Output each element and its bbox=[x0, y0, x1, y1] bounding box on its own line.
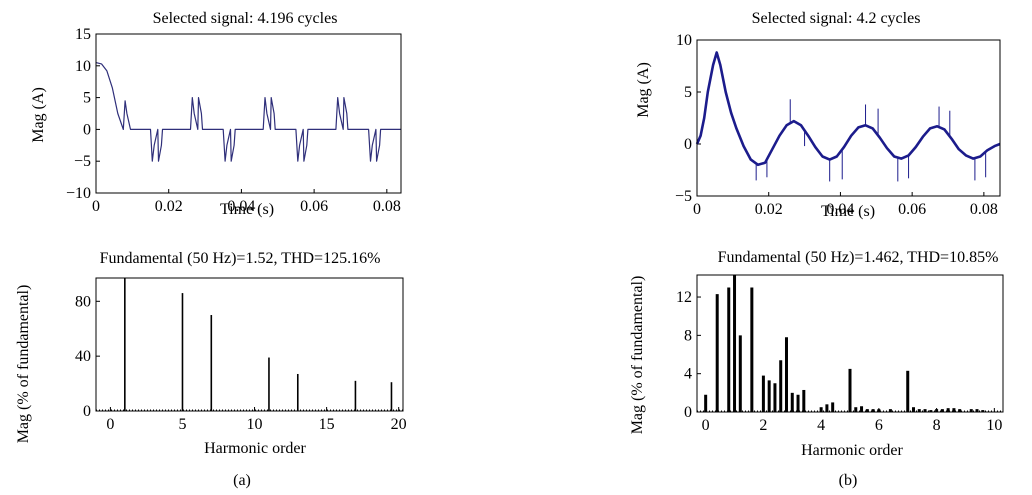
panel-b-time-plot: Selected signal: 4.2 cycles Mag (A) Time… bbox=[635, 10, 1001, 220]
plot-frame bbox=[95, 33, 402, 194]
x-tick-label: 4 bbox=[817, 417, 825, 434]
panel-label-b: (b) bbox=[839, 472, 858, 489]
x-tick-label: 10 bbox=[247, 416, 263, 433]
x-tick-label: 8 bbox=[933, 417, 941, 434]
x-axis-label: Harmonic order bbox=[204, 440, 306, 457]
x-tick-label: 0 bbox=[106, 416, 114, 433]
x-axis-label: Time (s) bbox=[821, 203, 875, 220]
x-tick-label: 15 bbox=[319, 416, 335, 433]
x-tick-label: 0.08 bbox=[373, 198, 401, 215]
x-tick-label: 0 bbox=[702, 417, 710, 434]
x-tick-label: 10 bbox=[986, 417, 1002, 434]
y-axis-label: Mag (% of fundamental) bbox=[629, 276, 646, 435]
y-tick-label: 4 bbox=[684, 366, 692, 383]
y-tick-label: 0 bbox=[684, 136, 692, 153]
y-axis-label: Mag (% of fundamental) bbox=[15, 285, 32, 444]
x-axis-label: Harmonic order bbox=[801, 442, 903, 459]
y-tick-label: −5 bbox=[74, 153, 91, 170]
y-tick-label: 12 bbox=[676, 289, 692, 306]
panel-a-spectrum-plot: Fundamental (50 Hz)=1.52, THD=125.16% Ma… bbox=[15, 250, 407, 457]
y-tick-label: 5 bbox=[83, 90, 91, 107]
x-tick-label: 5 bbox=[178, 416, 186, 433]
x-tick-label: 0.06 bbox=[300, 198, 328, 215]
series-line bbox=[95, 62, 401, 162]
chart-title: Selected signal: 4.196 cycles bbox=[153, 10, 338, 27]
x-tick-label: 0.04 bbox=[826, 201, 854, 218]
y-tick-label: 0 bbox=[684, 404, 692, 421]
y-tick-label: 15 bbox=[75, 26, 91, 43]
y-tick-label: 40 bbox=[75, 348, 91, 365]
y-tick-label: 10 bbox=[676, 32, 692, 49]
x-tick-label: 0.04 bbox=[227, 198, 255, 215]
series-line bbox=[695, 51, 1001, 167]
chart-title: Fundamental (50 Hz)=1.52, THD=125.16% bbox=[100, 250, 381, 267]
x-tick-label: 0 bbox=[693, 201, 701, 218]
y-tick-label: 5 bbox=[684, 84, 692, 101]
panel-b-spectrum-plot: Fundamental (50 Hz)=1.462, THD=10.85% Ma… bbox=[629, 249, 1004, 459]
y-tick-label: 10 bbox=[75, 58, 91, 75]
x-tick-label: 2 bbox=[759, 417, 767, 434]
y-tick-label: −5 bbox=[675, 188, 692, 205]
y-axis-label: Mag (A) bbox=[30, 87, 47, 143]
chart-title: Selected signal: 4.2 cycles bbox=[752, 10, 921, 27]
y-tick-label: 0 bbox=[83, 403, 91, 420]
y-tick-label: 80 bbox=[75, 293, 91, 310]
plot-frame bbox=[95, 277, 404, 412]
x-axis-label: Time (s) bbox=[220, 201, 274, 218]
plot-frame bbox=[696, 39, 1001, 197]
y-tick-label: 8 bbox=[684, 327, 692, 344]
plot-frame bbox=[696, 274, 1004, 413]
x-tick-label: 0 bbox=[92, 198, 100, 215]
y-tick-label: −10 bbox=[66, 185, 91, 202]
x-tick-label: 0.06 bbox=[898, 201, 926, 218]
y-tick-label: 0 bbox=[83, 121, 91, 138]
x-tick-label: 0.08 bbox=[970, 201, 998, 218]
x-tick-label: 0.02 bbox=[755, 201, 783, 218]
chart-title: Fundamental (50 Hz)=1.462, THD=10.85% bbox=[718, 249, 999, 266]
x-tick-label: 6 bbox=[875, 417, 883, 434]
y-axis-label: Mag (A) bbox=[635, 62, 652, 118]
x-tick-label: 0.02 bbox=[155, 198, 183, 215]
x-tick-label: 20 bbox=[391, 416, 407, 433]
panel-label-a: (a) bbox=[233, 472, 251, 489]
panel-a-time-plot: Selected signal: 4.196 cycles Mag (A) Ti… bbox=[30, 10, 402, 218]
